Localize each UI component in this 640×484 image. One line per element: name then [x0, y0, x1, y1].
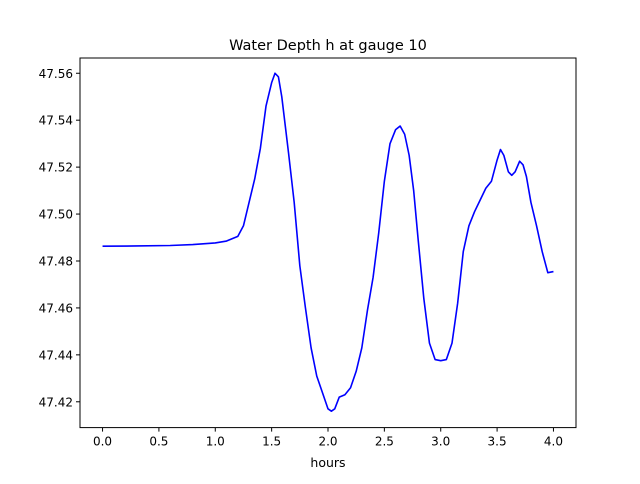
y-tick-label: 47.48: [39, 254, 73, 268]
x-axis-label: hours: [310, 455, 345, 470]
y-tick-label: 47.50: [39, 208, 73, 222]
y-tick-label: 47.42: [39, 395, 73, 409]
chart-title: Water Depth h at gauge 10: [229, 38, 427, 54]
x-tick-label: 2.5: [375, 435, 394, 449]
plot-frame: [79, 57, 577, 429]
y-tick-label: 47.52: [39, 161, 73, 175]
x-tick-label: 1.0: [206, 435, 225, 449]
y-tick-label: 47.54: [39, 114, 73, 128]
x-tick-label: 2.0: [318, 435, 337, 449]
x-tick-label: 4.0: [544, 435, 563, 449]
x-tick-label: 0.5: [149, 435, 168, 449]
x-tick-label: 3.5: [488, 435, 507, 449]
y-tick-label: 47.56: [39, 67, 73, 81]
x-tick-label: 0.0: [93, 435, 112, 449]
series-line-0: [102, 72, 554, 412]
y-tick-label: 47.46: [39, 301, 73, 315]
x-tick-label: 3.0: [431, 435, 450, 449]
y-tick-label: 47.44: [39, 348, 73, 362]
x-tick-label: 1.5: [262, 435, 281, 449]
